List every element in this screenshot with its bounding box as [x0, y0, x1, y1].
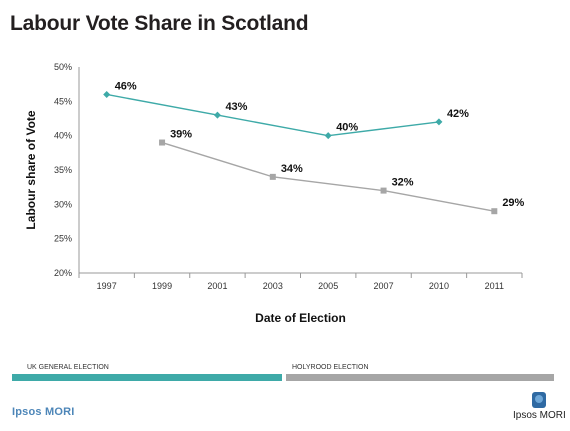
data-label: 39%	[170, 129, 192, 141]
holyrood-election-bar	[286, 374, 554, 381]
data-label: 34%	[281, 163, 303, 175]
series-lines	[106, 93, 495, 212]
ipsos-logo-icon	[532, 392, 546, 408]
y-tick-label: 45%	[54, 96, 72, 106]
data-point-marker	[103, 90, 111, 98]
y-tick-label: 25%	[54, 234, 72, 244]
data-label: 32%	[392, 177, 414, 189]
data-label: 42%	[447, 108, 469, 120]
x-tick-label: 2010	[429, 281, 449, 291]
series-line	[161, 141, 495, 212]
data-point-marker	[213, 111, 221, 119]
data-label: 46%	[115, 80, 137, 92]
series-markers	[103, 90, 498, 215]
x-tick-label: 2007	[374, 281, 394, 291]
data-point-marker	[269, 173, 276, 180]
y-tick-labels: 20% 25% 30% 35% 40% 45% 50%	[54, 62, 72, 278]
y-tick-label: 50%	[54, 62, 72, 72]
uk-general-election-label: UK GENERAL ELECTION	[27, 364, 109, 371]
y-tick-label: 40%	[54, 131, 72, 141]
y-tick-label: 30%	[54, 199, 72, 209]
x-tick-label: 2003	[263, 281, 283, 291]
x-tick-label: 1999	[152, 281, 172, 291]
x-tick-labels: 1997 1999 2001 2003 2005 2007 2010 2011	[97, 281, 504, 291]
data-point-marker	[159, 139, 166, 146]
x-tick-label: 2005	[318, 281, 338, 291]
data-labels: 46% 43% 40% 42% 39% 34% 32% 29%	[115, 80, 525, 209]
data-label: 43%	[225, 101, 247, 113]
x-tick-label: 1997	[97, 281, 117, 291]
chart-title: Labour Vote Share in Scotland	[10, 12, 309, 35]
y-tick-label: 35%	[54, 165, 72, 175]
ipsos-mori-logo-right: Ipsos MORI	[513, 410, 566, 421]
series-line	[106, 93, 440, 137]
data-point-marker	[435, 118, 443, 126]
uk-general-election-bar	[12, 374, 282, 381]
data-label: 29%	[502, 197, 524, 209]
chart-axes	[78, 67, 523, 278]
y-tick-label: 20%	[54, 268, 72, 278]
data-point-marker	[380, 187, 387, 194]
ipsos-mori-logo-left: Ipsos MORI	[12, 406, 75, 418]
holyrood-election-label: HOLYROOD ELECTION	[292, 364, 369, 371]
x-axis-title: Date of Election	[255, 311, 346, 325]
data-point-marker	[491, 208, 498, 215]
y-axis-title: Labour share of Vote	[24, 110, 38, 229]
data-label: 40%	[336, 122, 358, 134]
x-tick-label: 2011	[485, 281, 504, 291]
x-tick-label: 2001	[207, 281, 227, 291]
data-point-marker	[324, 132, 332, 140]
